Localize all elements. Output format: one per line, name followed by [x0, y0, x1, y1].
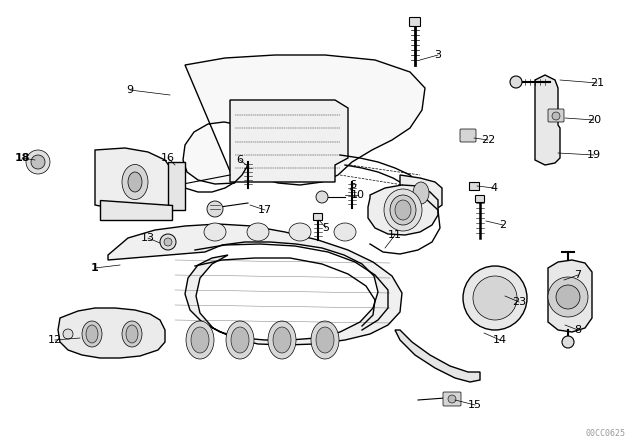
- Circle shape: [160, 234, 176, 250]
- FancyBboxPatch shape: [476, 195, 484, 202]
- Text: 17: 17: [258, 205, 272, 215]
- Circle shape: [448, 395, 456, 403]
- Polygon shape: [108, 224, 402, 345]
- Polygon shape: [95, 148, 178, 212]
- Text: 12: 12: [48, 335, 62, 345]
- Ellipse shape: [128, 172, 142, 192]
- Ellipse shape: [247, 223, 269, 241]
- Polygon shape: [58, 308, 165, 358]
- Ellipse shape: [390, 195, 416, 225]
- Text: 1: 1: [91, 263, 99, 273]
- Ellipse shape: [126, 325, 138, 343]
- Circle shape: [552, 112, 560, 120]
- Ellipse shape: [122, 164, 148, 199]
- Polygon shape: [100, 200, 172, 220]
- Text: 6: 6: [349, 180, 356, 190]
- Ellipse shape: [86, 325, 98, 343]
- Polygon shape: [548, 260, 592, 332]
- Ellipse shape: [204, 223, 226, 241]
- Text: 11: 11: [388, 230, 402, 240]
- Ellipse shape: [289, 223, 311, 241]
- FancyBboxPatch shape: [443, 392, 461, 406]
- Circle shape: [556, 285, 580, 309]
- Text: 16: 16: [161, 153, 175, 163]
- Circle shape: [316, 191, 328, 203]
- Text: 3: 3: [435, 50, 442, 60]
- Circle shape: [510, 76, 522, 88]
- Text: 20: 20: [587, 115, 601, 125]
- Ellipse shape: [311, 321, 339, 359]
- Ellipse shape: [268, 321, 296, 359]
- Polygon shape: [395, 330, 480, 382]
- Text: 22: 22: [481, 135, 495, 145]
- Text: 5: 5: [323, 223, 330, 233]
- FancyBboxPatch shape: [460, 129, 476, 142]
- Text: 15: 15: [468, 400, 482, 410]
- Circle shape: [63, 329, 73, 339]
- Ellipse shape: [82, 321, 102, 347]
- Circle shape: [164, 238, 172, 246]
- FancyBboxPatch shape: [314, 214, 323, 220]
- Circle shape: [473, 276, 517, 320]
- Circle shape: [26, 150, 50, 174]
- Ellipse shape: [413, 182, 429, 204]
- Polygon shape: [535, 75, 560, 165]
- Ellipse shape: [334, 223, 356, 241]
- Text: 23: 23: [512, 297, 526, 307]
- Polygon shape: [368, 185, 438, 235]
- FancyBboxPatch shape: [469, 182, 479, 190]
- Text: 9: 9: [127, 85, 134, 95]
- Ellipse shape: [191, 327, 209, 353]
- Text: 21: 21: [590, 78, 604, 88]
- FancyBboxPatch shape: [548, 109, 564, 122]
- Ellipse shape: [273, 327, 291, 353]
- Polygon shape: [183, 55, 425, 185]
- Text: 10: 10: [351, 190, 365, 200]
- Ellipse shape: [226, 321, 254, 359]
- Ellipse shape: [316, 327, 334, 353]
- Polygon shape: [168, 162, 185, 210]
- Text: 00CC0625: 00CC0625: [585, 429, 625, 438]
- Text: 8: 8: [575, 325, 582, 335]
- Text: 14: 14: [493, 335, 507, 345]
- Ellipse shape: [122, 321, 142, 347]
- Text: 4: 4: [490, 183, 497, 193]
- Circle shape: [31, 155, 45, 169]
- Ellipse shape: [384, 189, 422, 231]
- Polygon shape: [400, 175, 442, 213]
- Ellipse shape: [231, 327, 249, 353]
- Circle shape: [207, 201, 223, 217]
- Ellipse shape: [186, 321, 214, 359]
- Text: 7: 7: [575, 270, 582, 280]
- FancyBboxPatch shape: [410, 17, 420, 26]
- Circle shape: [562, 336, 574, 348]
- Text: 2: 2: [499, 220, 507, 230]
- Ellipse shape: [395, 200, 411, 220]
- Polygon shape: [230, 100, 348, 182]
- Circle shape: [548, 277, 588, 317]
- Text: 19: 19: [587, 150, 601, 160]
- Text: 6: 6: [237, 155, 243, 165]
- Text: 13: 13: [141, 233, 155, 243]
- Text: 18: 18: [14, 153, 29, 163]
- Circle shape: [463, 266, 527, 330]
